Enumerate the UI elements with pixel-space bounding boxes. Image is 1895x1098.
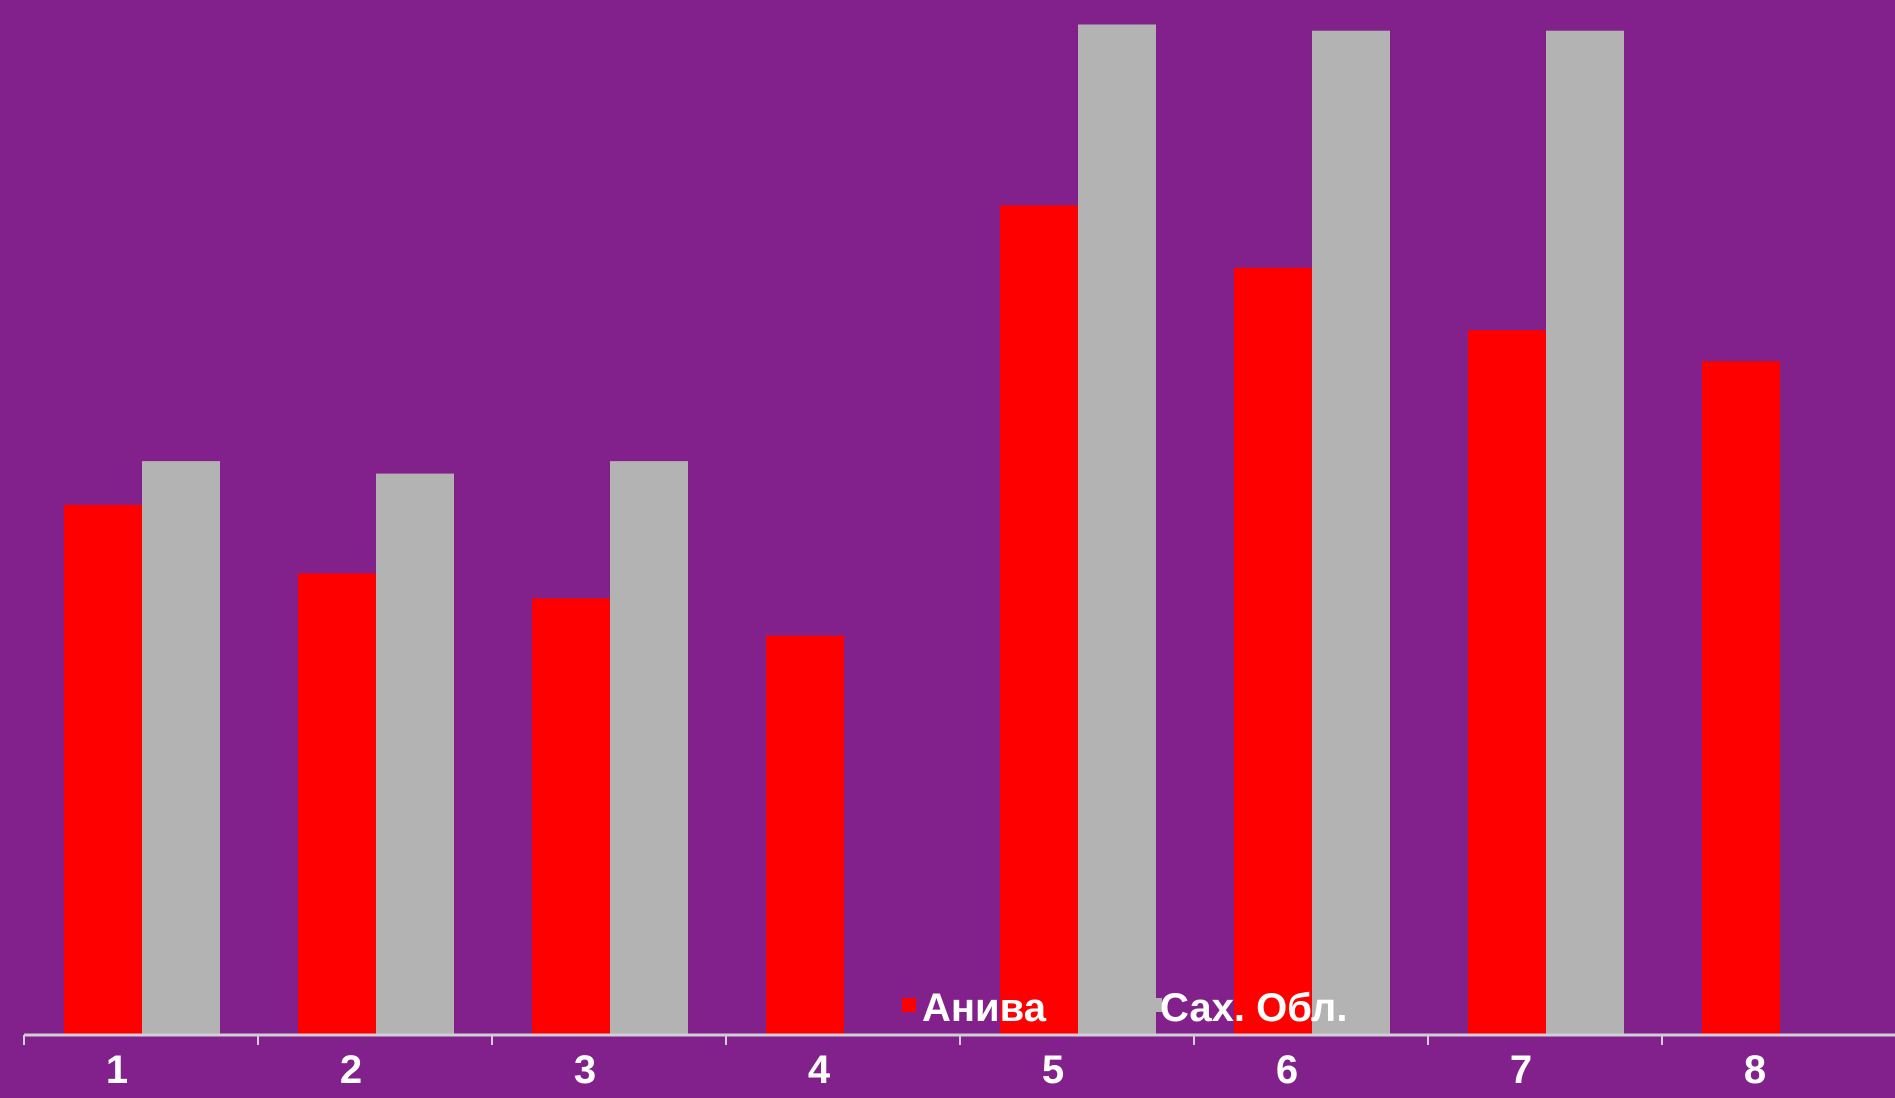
bar-series1-cat5	[1000, 205, 1078, 1035]
bar-series1-cat8	[1702, 361, 1780, 1035]
bars-group	[64, 24, 1780, 1036]
x-axis	[23, 1033, 1895, 1045]
legend: Анива Сах. Обл.	[902, 986, 1347, 1030]
legend-label: Анива	[922, 986, 1047, 1030]
bar-series1-cat1	[64, 504, 142, 1035]
legend-swatch	[902, 998, 916, 1012]
legend-swatch	[1148, 998, 1162, 1012]
bar-series1-cat6	[1234, 267, 1312, 1035]
bar-series1-cat4	[766, 635, 844, 1035]
bar-series2-cat6	[1312, 30, 1390, 1035]
bar-series1-cat3	[532, 598, 610, 1035]
x-tick-label: 8	[1744, 1048, 1766, 1092]
x-tick-label: 7	[1510, 1048, 1532, 1092]
bar-series2-cat2	[376, 473, 454, 1036]
x-tick-label: 2	[340, 1048, 362, 1092]
x-tick-label: 5	[1042, 1048, 1064, 1092]
bar-series2-cat3	[610, 461, 688, 1035]
bar-series1-cat2	[298, 573, 376, 1035]
legend-label: Сах. Обл.	[1160, 986, 1347, 1030]
bar-series2-cat5	[1078, 24, 1156, 1036]
x-tick-label: 4	[808, 1048, 831, 1092]
x-tick-labels: 1 2 3 4 5 6 7 8	[106, 1048, 1766, 1092]
x-tick-label: 6	[1276, 1048, 1298, 1092]
bar-series2-cat1	[142, 461, 220, 1035]
bar-series2-cat7	[1546, 30, 1624, 1035]
x-tick-label: 3	[574, 1048, 596, 1092]
bar-series1-cat7	[1468, 330, 1546, 1035]
x-tick-label: 1	[106, 1048, 128, 1092]
